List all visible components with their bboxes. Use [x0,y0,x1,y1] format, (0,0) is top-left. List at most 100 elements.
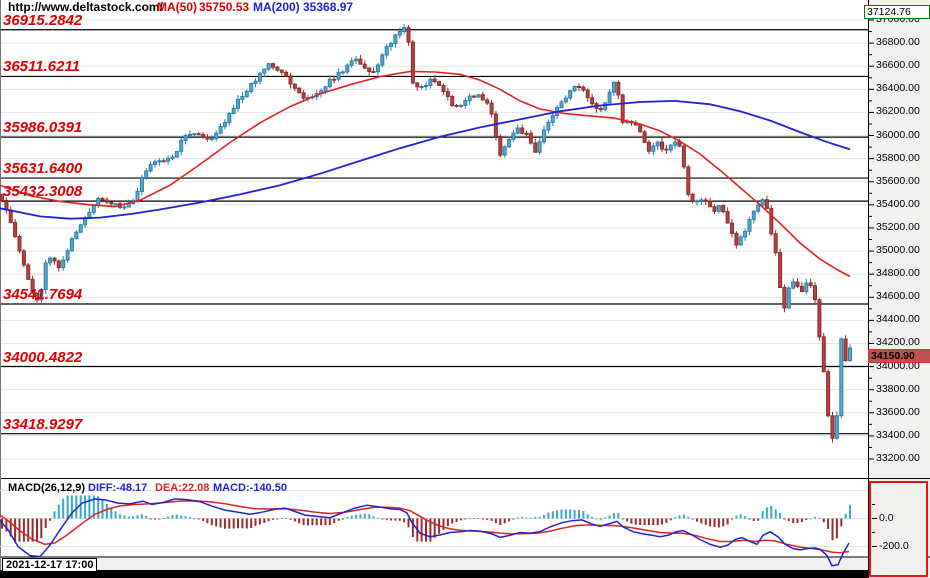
candle-body [524,132,529,135]
macd-histogram-bar [630,518,633,524]
candle-body [424,85,428,87]
candle-body [642,131,647,143]
macd-histogram-bar [827,518,830,529]
macd-histogram-bar [66,495,69,519]
candle-body [362,63,367,69]
macd-histogram-bar [464,518,467,520]
candle-body [323,86,328,92]
candle-body [808,282,813,287]
candle-body [332,78,337,81]
candle-body [472,95,477,98]
macd-histogram-bar [586,514,589,519]
candle-body [773,233,778,254]
candle-body [227,113,232,123]
macd-histogram-bar [223,518,226,529]
price-axis-label: 36400.00 [876,82,920,95]
macd-histogram-bar [604,517,607,519]
cursor-timestamp[interactable]: 2021-12-17 17:00 [2,558,98,572]
macd-histogram-bar [595,518,598,520]
candle-body [489,102,494,115]
candle-body [354,58,359,62]
candle-body [677,141,682,147]
candle-body [292,83,297,89]
macd-histogram-bar [407,518,410,528]
candle-body [660,141,664,150]
candle-body [240,95,245,100]
macd-histogram-bar [368,514,371,519]
candle-body [144,170,149,179]
candle-body [61,259,66,269]
candle-body [389,43,393,47]
level-label: 34541.7694 [3,285,83,303]
candle-body [716,205,721,212]
macd-histogram-bar [206,518,209,524]
macd-axis-box [869,481,928,577]
candle-body [848,347,852,362]
candle-body [170,156,175,159]
price-axis-label: 35400.00 [876,197,920,210]
macd-histogram-bar [285,518,288,519]
macd-histogram-bar [411,518,414,537]
macd-histogram-bar [14,518,17,542]
macd-histogram-bar [516,517,519,519]
candle-body [96,197,101,206]
macd-histogram-bar [634,518,637,525]
macd-histogram-bar [307,518,309,526]
macd-histogram-bar [814,516,816,519]
candle-body [122,206,127,209]
source-url[interactable]: http://www.deltastock.com/ [8,0,163,14]
ma50-value: 35750.53 [199,0,250,14]
candle-body [585,89,590,99]
candle-body [415,82,420,88]
macd-histogram-bar [582,510,585,519]
macd-histogram-bar [210,518,213,526]
macd-histogram-bar [289,518,292,520]
macd-histogram-bar [79,495,82,519]
macd-histogram-bar [551,511,554,519]
candle-body [708,200,713,208]
macd-histogram-bar [451,518,454,524]
macd-histogram-bar [800,518,803,523]
macd-histogram-bar [62,498,65,519]
candle-body [760,199,765,206]
candle-body [288,75,293,85]
macd-histogram-bar [783,518,786,520]
macd-diff-line [0,498,850,567]
macd-histogram-bar [390,518,392,521]
candle-body [69,238,74,252]
macd-histogram-bar [272,518,274,520]
macd-histogram-bar [647,518,650,526]
macd-histogram-bar [245,518,248,529]
candle-body [188,133,192,137]
macd-histogram-bar [429,518,432,542]
candle-body [559,101,564,109]
macd-histogram-bar [534,517,537,519]
ma200-line [0,99,851,220]
price-axis-label: 36000.00 [876,128,920,141]
candle-body [563,97,568,103]
ma50-line [0,70,851,278]
level-label: 36511.6211 [3,58,81,76]
macd-histogram-bar [442,518,445,530]
candle-body [703,199,708,202]
macd-histogram-bar [372,516,375,519]
macd-histogram-bar [831,518,834,541]
macd-axis-label: -200.0 [879,539,909,552]
macd-histogram-bar [529,517,532,519]
candle-body [262,68,267,74]
candle-body [834,415,839,439]
candle-body [26,264,31,280]
macd-histogram-bar [184,516,187,519]
macd-histogram-bar [779,513,782,519]
candle-body [463,100,468,106]
ma50-label: MA(50) [157,0,198,14]
macd-histogram-bar [608,515,611,519]
macd-title: MACD(26,12,9) [8,482,86,494]
candle-body [244,90,249,97]
candle-body [813,285,817,301]
candle-body [0,194,4,202]
macd-histogram-bar [726,518,729,525]
candle-body [109,201,114,205]
macd-histogram-bar [53,511,56,519]
